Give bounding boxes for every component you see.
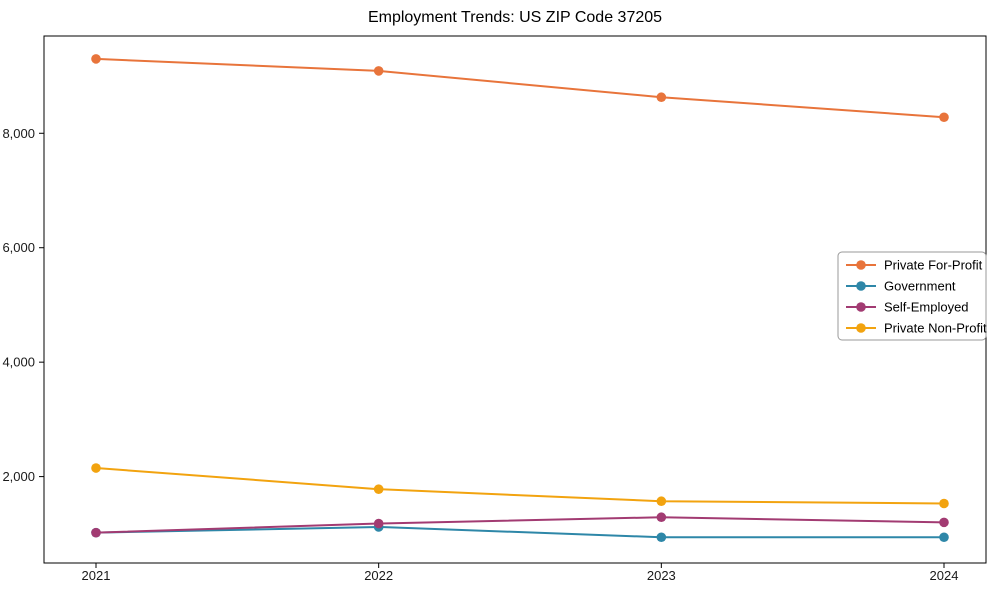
- legend-label-private-for-profit: Private For-Profit: [884, 258, 983, 273]
- series-line-self-employed: [95, 516, 945, 534]
- legend-marker-government: [856, 281, 866, 291]
- series-marker-self-employed: [91, 527, 101, 538]
- legend-label-private-non-profit: Private Non-Profit: [884, 321, 987, 336]
- legend-marker-private-for-profit: [856, 260, 866, 270]
- legend-label-self-employed: Self-Employed: [884, 300, 969, 315]
- x-axis-tick-label: 2021: [82, 568, 111, 583]
- series-line-government: [95, 525, 944, 539]
- y-axis-tick-label: 6,000: [2, 240, 35, 255]
- x-axis-tick-label: 2023: [647, 568, 676, 583]
- series-marker-private-for-profit: [939, 112, 949, 123]
- series-marker-private-for-profit: [656, 92, 667, 103]
- legend-marker-self-employed: [856, 302, 866, 312]
- legend-label-government: Government: [884, 279, 956, 294]
- series-line-private-non-profit: [95, 467, 945, 505]
- legend-box: [837, 251, 987, 341]
- y-axis-tick-label: 8,000: [2, 126, 35, 141]
- legend-marker-private-non-profit: [856, 323, 866, 333]
- series-marker-self-employed: [939, 517, 949, 528]
- series-line-private-for-profit: [95, 57, 945, 119]
- series-marker-private-for-profit: [373, 66, 384, 76]
- chart-title: Employment Trends: US ZIP Code 37205: [367, 9, 663, 26]
- series-marker-private-non-profit: [373, 484, 384, 494]
- y-axis-tick-label: 2,000: [2, 469, 35, 484]
- x-axis-tick-label: 2022: [364, 568, 393, 583]
- series-marker-private-non-profit: [656, 496, 667, 507]
- series-marker-government: [656, 532, 667, 543]
- series-marker-government: [939, 532, 949, 543]
- y-axis-tick-label: 4,000: [2, 355, 35, 370]
- series-marker-self-employed: [373, 518, 384, 529]
- x-axis-tick-label: 2024: [930, 568, 959, 583]
- series-marker-private-non-profit: [91, 463, 101, 473]
- series-marker-self-employed: [656, 512, 667, 523]
- series-marker-private-non-profit: [939, 498, 949, 509]
- series-marker-private-for-profit: [91, 54, 101, 64]
